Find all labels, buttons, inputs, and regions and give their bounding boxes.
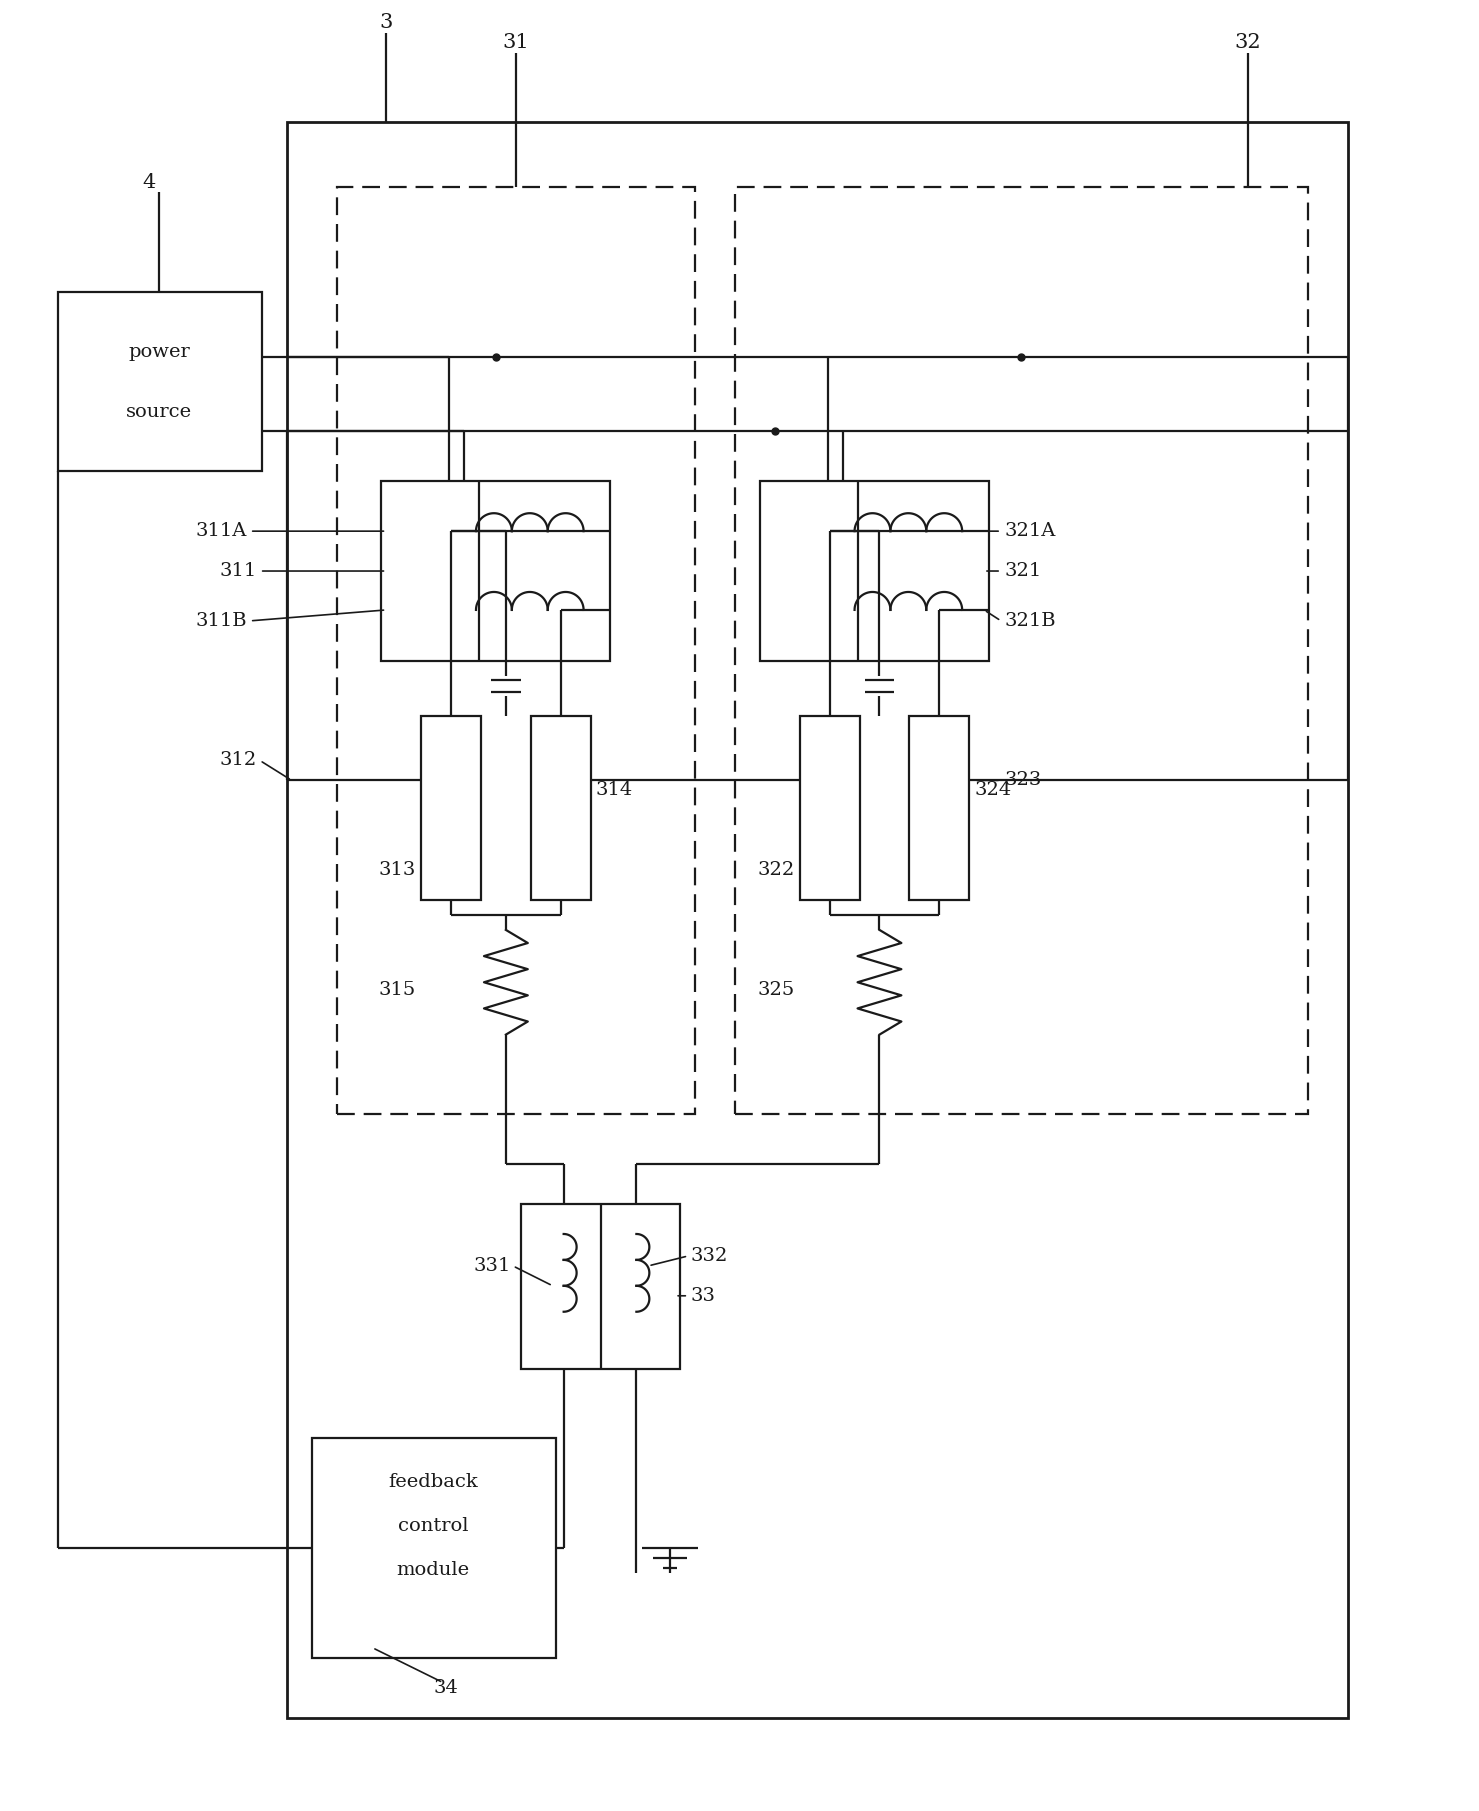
Text: 321: 321 bbox=[1004, 561, 1041, 580]
Bar bbox=[760, 482, 989, 661]
Bar bbox=[735, 187, 1307, 1114]
Text: 325: 325 bbox=[757, 982, 794, 998]
Text: control: control bbox=[398, 1518, 469, 1536]
Text: 322: 322 bbox=[757, 860, 794, 878]
Bar bbox=[521, 1204, 680, 1369]
Text: 314: 314 bbox=[596, 781, 633, 799]
Text: 332: 332 bbox=[691, 1248, 728, 1264]
Text: 34: 34 bbox=[433, 1679, 458, 1697]
Bar bbox=[287, 123, 1347, 1717]
Bar bbox=[312, 1438, 556, 1657]
Text: 313: 313 bbox=[379, 860, 416, 878]
Text: 324: 324 bbox=[975, 781, 1012, 799]
Bar bbox=[800, 715, 859, 900]
Text: 33: 33 bbox=[691, 1288, 716, 1304]
Bar bbox=[910, 715, 969, 900]
Text: 331: 331 bbox=[473, 1257, 510, 1275]
Text: 3: 3 bbox=[380, 13, 393, 33]
Bar bbox=[422, 715, 481, 900]
Text: 32: 32 bbox=[1235, 33, 1262, 53]
Bar bbox=[337, 187, 695, 1114]
Bar bbox=[382, 482, 611, 661]
Text: power: power bbox=[129, 342, 191, 360]
Text: feedback: feedback bbox=[389, 1472, 478, 1490]
Text: 312: 312 bbox=[219, 752, 257, 770]
Text: source: source bbox=[126, 402, 192, 420]
Text: module: module bbox=[396, 1561, 470, 1579]
Bar bbox=[531, 715, 590, 900]
Text: 315: 315 bbox=[379, 982, 416, 998]
Text: 311A: 311A bbox=[195, 522, 247, 540]
Bar bbox=[58, 292, 262, 471]
Text: 31: 31 bbox=[503, 33, 529, 53]
Text: 321A: 321A bbox=[1004, 522, 1056, 540]
Text: 311: 311 bbox=[219, 561, 257, 580]
Text: 323: 323 bbox=[1004, 771, 1041, 790]
Text: 4: 4 bbox=[142, 172, 155, 192]
Text: 321B: 321B bbox=[1004, 612, 1056, 630]
Text: 311B: 311B bbox=[195, 612, 247, 630]
